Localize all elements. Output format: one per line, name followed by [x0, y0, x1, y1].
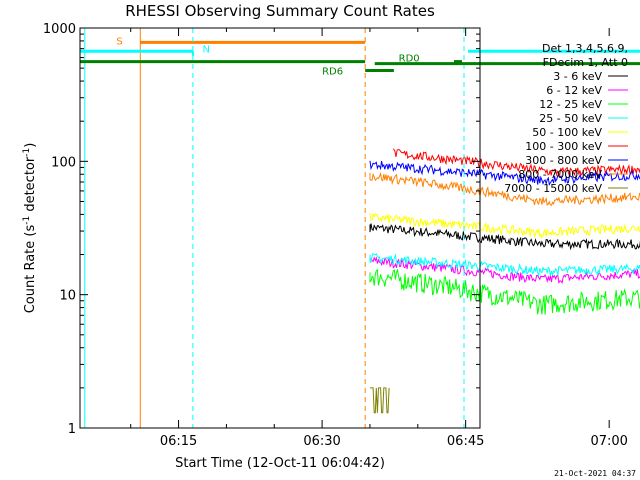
legend-entry-label: 12 - 25 keV	[539, 98, 602, 111]
flag-rd0-label: RD0	[399, 54, 420, 65]
x-axis-label: Start Time (12-Oct-11 06:04:42)	[175, 456, 385, 471]
y-tick-label: 1	[68, 422, 76, 437]
series-layer	[369, 147, 640, 414]
timestamp: 21-Oct-2021 04:37	[554, 469, 636, 478]
x-tick-label: 06:15	[160, 434, 197, 449]
legend-entry-label: 3 - 6 keV	[553, 70, 602, 83]
y-tick-label: 100	[51, 155, 76, 170]
series-line	[369, 256, 640, 285]
x-tick-label: 06:30	[303, 434, 340, 449]
x-tick-label: 07:00	[590, 434, 627, 449]
y-axis-label-start: Count Rate (s	[23, 225, 38, 314]
legend-entry-label: 6 - 12 keV	[546, 84, 602, 97]
legend-entry-label: 800 - 7000 keV	[518, 168, 602, 181]
y-axis-label-sup1: -1	[22, 216, 32, 225]
y-ticks: 1 10 100 1000	[43, 22, 480, 437]
series-line	[369, 171, 640, 206]
legend-entry-label: 100 - 300 keV	[525, 140, 602, 153]
series-line	[369, 223, 640, 251]
series-line	[369, 268, 640, 315]
legend-entry-label: 25 - 50 keV	[539, 112, 602, 125]
series-line	[369, 252, 640, 278]
y-axis-label-sup2: -1	[22, 148, 32, 157]
y-axis-label-end: )	[23, 143, 38, 148]
series-line	[370, 387, 390, 414]
y-axis-label: Count Rate (s-1 detector-1)	[22, 143, 38, 314]
y-tick-label: 1000	[43, 22, 76, 37]
y-tick-label: 10	[59, 289, 76, 304]
series-line	[393, 147, 640, 178]
chart-title: RHESSI Observing Summary Count Rates	[125, 2, 435, 20]
x-tick-label: 06:45	[447, 434, 484, 449]
plot-frame	[79, 27, 481, 429]
series-line	[369, 160, 640, 187]
flag-s-label: S	[116, 37, 122, 48]
legend-entry-label: 300 - 800 keV	[525, 154, 602, 167]
legend: Det 1,3,4,5,6,9, FDecim 1, Att 0 3 - 6 k…	[504, 42, 628, 195]
y-axis-label-mid: detector	[23, 156, 38, 216]
legend-entry-label: 50 - 100 keV	[532, 126, 602, 139]
flag-n-label: N	[202, 44, 209, 55]
legend-header-2: FDecim 1, Att 0	[543, 56, 628, 69]
legend-header-1: Det 1,3,4,5,6,9,	[542, 42, 628, 55]
series-line	[369, 212, 640, 239]
flags-layer: S N RD0 RD6	[80, 28, 640, 428]
flag-rd6-label: RD6	[322, 67, 343, 78]
legend-entry-label: 7000 - 15000 keV	[504, 182, 602, 195]
